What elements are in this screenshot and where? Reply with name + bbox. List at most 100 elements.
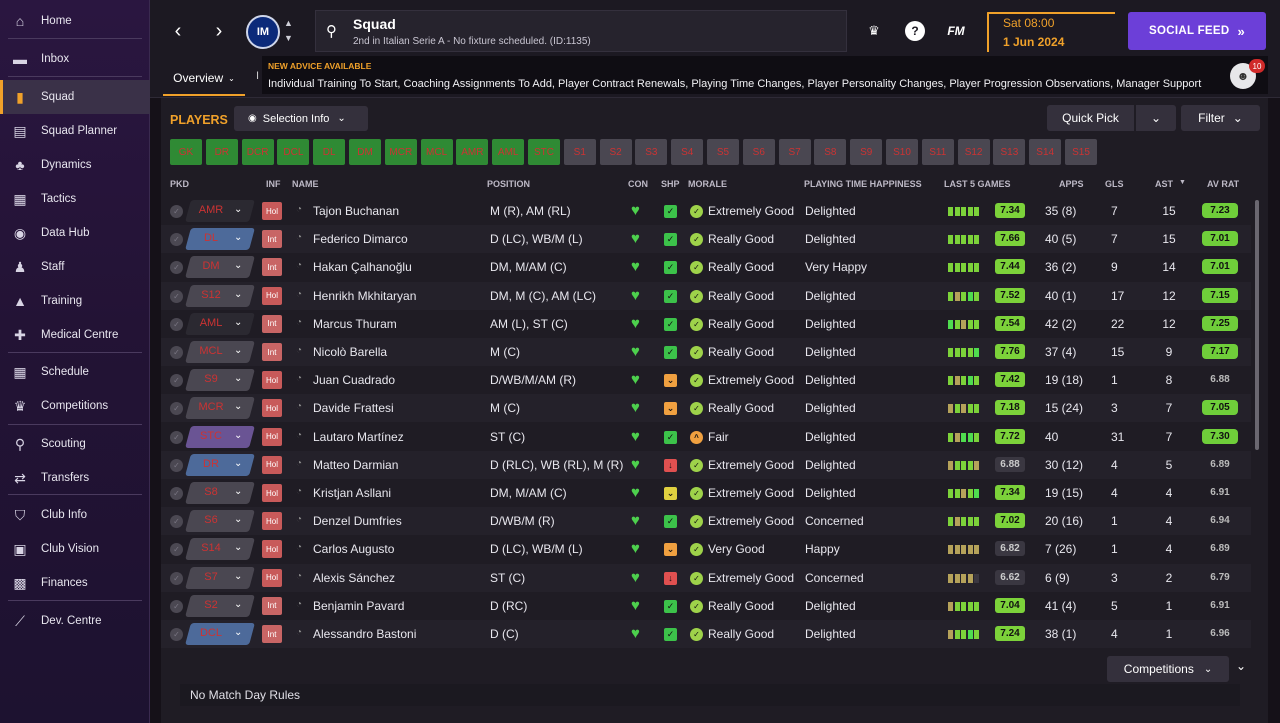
social-feed-button[interactable]: SOCIAL FEED » — [1128, 12, 1266, 50]
position-chip-s9[interactable]: S9 — [850, 139, 883, 165]
position-chip-gk[interactable]: GK — [170, 139, 202, 165]
position-chip-s6[interactable]: S6 — [742, 139, 775, 165]
picked-check-icon[interactable]: ✓ — [170, 346, 183, 359]
sidebar-item-finances[interactable]: ▩ Finances — [0, 566, 150, 600]
info-badge[interactable]: Int — [262, 625, 282, 643]
sidebar-item-inbox[interactable]: ▬ Inbox — [0, 42, 150, 76]
sidebar-item-transfers[interactable]: ⇄ Transfers — [0, 461, 150, 495]
table-row[interactable]: ✓ MCL ⌄ Int ◔ Nicolò Barella M (C) ♥ ✓ ✓ Really Go… — [161, 338, 1251, 366]
match-day-rules[interactable]: No Match Day Rules — [180, 684, 1240, 706]
sidebar-item-staff[interactable]: ♟ Staff — [0, 250, 150, 284]
picked-check-icon[interactable]: ✓ — [170, 205, 183, 218]
picked-check-icon[interactable]: ✓ — [170, 599, 183, 613]
fm-logo[interactable]: FM — [947, 24, 965, 38]
table-row[interactable]: ✓ S8 ⌄ Hol ◔ Kristjan Asllani DM, M/AM (C) ♥ ⌄ ✓ E… — [161, 479, 1251, 507]
position-chip-aml[interactable]: AML — [492, 139, 525, 165]
info-badge[interactable]: Hol — [262, 202, 282, 220]
col-pkd[interactable]: PKD — [170, 179, 190, 189]
position-chip-amr[interactable]: AMR — [456, 139, 489, 165]
chevron-down-icon[interactable]: ⌄ — [234, 429, 243, 441]
advice-banner[interactable]: NEW ADVICE AVAILABLE Individual Training… — [262, 56, 1268, 94]
picked-check-icon[interactable]: ✓ — [170, 261, 183, 275]
col-inf[interactable]: INF — [266, 179, 281, 189]
table-row[interactable]: ✓ STC ⌄ Hol ◔ Lautaro Martínez ST (C) ♥ ✓ ^ Fair De… — [161, 423, 1251, 451]
position-chip-dcl[interactable]: DCL — [277, 139, 310, 165]
picked-check-icon[interactable]: ✓ — [170, 233, 183, 247]
position-chip-s15[interactable]: S15 — [1065, 139, 1097, 165]
picked-check-icon[interactable]: ✓ — [170, 628, 183, 641]
sidebar-item-club-vision[interactable]: ▣ Club Vision — [0, 532, 150, 566]
table-row[interactable]: ✓ DL ⌄ Int ◔ Federico Dimarco D (LC), WB/M (L)… — [161, 225, 1251, 254]
table-row[interactable]: ✓ AML ⌄ Int ◔ Marcus Thuram AM (L), ST (C) ♥ ✓ ✓ R… — [161, 310, 1251, 338]
chevron-down-icon[interactable]: ▼ — [284, 33, 293, 43]
sidebar-item-home[interactable]: ⌂ Home — [0, 4, 150, 38]
chevron-down-icon[interactable]: ⌄ — [234, 288, 243, 300]
filter-button[interactable]: Filter ⌄ — [1181, 105, 1260, 131]
info-badge[interactable]: Hol — [262, 512, 282, 531]
position-chip-dr[interactable]: DR — [205, 139, 238, 165]
picked-check-icon[interactable]: ✓ — [170, 374, 183, 388]
table-row[interactable]: ✓ S7 ⌄ Hol ◔ Alexis Sánchez ST (C) ♥ ↓ ✓ Extremely… — [161, 563, 1251, 592]
table-row[interactable]: ✓ S6 ⌄ Hol ◔ Denzel Dumfries D/WB/M (R) ♥ ✓ ✓ Extr… — [161, 507, 1251, 536]
info-badge[interactable]: Hol — [262, 371, 282, 390]
picked-check-icon[interactable]: ✓ — [170, 458, 183, 472]
chevron-down-icon[interactable]: ⌄ — [234, 401, 243, 413]
sort-desc-icon[interactable]: ▼ — [1179, 179, 1186, 186]
position-chip-dm[interactable]: DM — [349, 139, 381, 165]
position-chip-s12[interactable]: S12 — [957, 139, 990, 165]
sidebar-item-schedule[interactable]: ▦ Schedule — [0, 355, 150, 389]
table-row[interactable]: ✓ DR ⌄ Hol ◔ Matteo Darmian D (RLC), WB (RL), … — [161, 450, 1251, 479]
picked-check-icon[interactable]: ✓ — [170, 487, 183, 500]
chevron-down-icon[interactable]: ⌄ — [234, 570, 243, 582]
picked-check-icon[interactable]: ✓ — [170, 515, 183, 529]
tab-next[interactable]: I — [256, 70, 260, 82]
col-con[interactable]: CON — [628, 179, 648, 189]
chevron-down-icon[interactable]: ⌄ — [234, 373, 243, 385]
info-badge[interactable]: Int — [262, 258, 282, 277]
position-chip-stc[interactable]: STC — [528, 139, 560, 165]
date-display[interactable]: Sat 08:00 1 Jun 2024 — [987, 12, 1115, 52]
col-name[interactable]: NAME — [292, 179, 319, 189]
table-row[interactable]: ✓ AMR ⌄ Hol ◔ Tajon Buchanan M (R), AM (RL) ♥ ✓ ✓… — [161, 197, 1251, 225]
table-row[interactable]: ✓ S12 ⌄ Hol ◔ Henrikh Mkhitaryan DM, M (C), AM… — [161, 281, 1251, 310]
info-badge[interactable]: Int — [262, 314, 282, 333]
chevron-down-icon[interactable]: ⌄ — [234, 514, 243, 526]
chevron-down-icon[interactable]: ⌄ — [234, 542, 243, 554]
chevron-down-icon[interactable]: ⌄ — [234, 457, 243, 469]
tab-overview[interactable]: Overview ⌄ — [163, 62, 245, 96]
sidebar-item-competitions[interactable]: ♛ Competitions — [0, 389, 150, 423]
position-chip-s4[interactable]: S4 — [671, 139, 704, 165]
col-last5[interactable]: LAST 5 GAMES — [944, 179, 1011, 189]
position-chip-s3[interactable]: S3 — [635, 139, 668, 165]
chevron-down-icon[interactable]: ⌄ — [234, 316, 243, 328]
position-chip-mcr[interactable]: MCR — [384, 139, 417, 165]
picked-check-icon[interactable]: ✓ — [170, 571, 183, 585]
position-chip-s2[interactable]: S2 — [599, 139, 632, 165]
competitions-dropdown[interactable]: Competitions ⌄ — [1107, 656, 1229, 682]
sidebar-item-dev-centre[interactable]: ⟋ Dev. Centre — [0, 604, 150, 638]
sidebar-item-scouting[interactable]: ⚲ Scouting — [0, 427, 150, 461]
col-happiness[interactable]: PLAYING TIME HAPPINESS — [804, 179, 922, 189]
sidebar-item-squad[interactable]: ▮ Squad — [0, 80, 150, 114]
position-chip-dcr[interactable]: DCR — [241, 139, 274, 165]
table-row[interactable]: ✓ DM ⌄ Int ◔ Hakan Çalhanoğlu DM, M/AM (C) ♥ ✓ ✓ R… — [161, 253, 1251, 281]
chevron-down-icon[interactable]: ⌄ — [234, 232, 243, 244]
col-gls[interactable]: GLS — [1105, 179, 1124, 189]
picked-check-icon[interactable]: ✓ — [170, 289, 183, 303]
info-badge[interactable]: Int — [262, 596, 282, 615]
forward-button[interactable]: › — [215, 20, 223, 42]
quick-pick-button[interactable]: Quick Pick — [1047, 105, 1134, 131]
info-badge[interactable]: Hol — [262, 399, 282, 418]
chevron-down-icon[interactable]: ⌄ — [234, 204, 243, 215]
info-badge[interactable]: Int — [262, 230, 282, 249]
back-button[interactable]: ‹ — [174, 20, 182, 42]
position-chip-s1[interactable]: S1 — [563, 139, 596, 165]
info-badge[interactable]: Hol — [262, 484, 282, 502]
info-badge[interactable]: Hol — [262, 286, 282, 305]
info-badge[interactable]: Hol — [262, 568, 282, 587]
chevron-down-icon[interactable]: ⌄ — [234, 598, 243, 610]
chevron-down-icon[interactable]: ⌄ — [234, 627, 243, 638]
col-apps[interactable]: APPS — [1059, 179, 1084, 189]
info-badge[interactable]: Hol — [262, 455, 282, 474]
sidebar-item-training[interactable]: ▲ Training — [0, 284, 150, 318]
